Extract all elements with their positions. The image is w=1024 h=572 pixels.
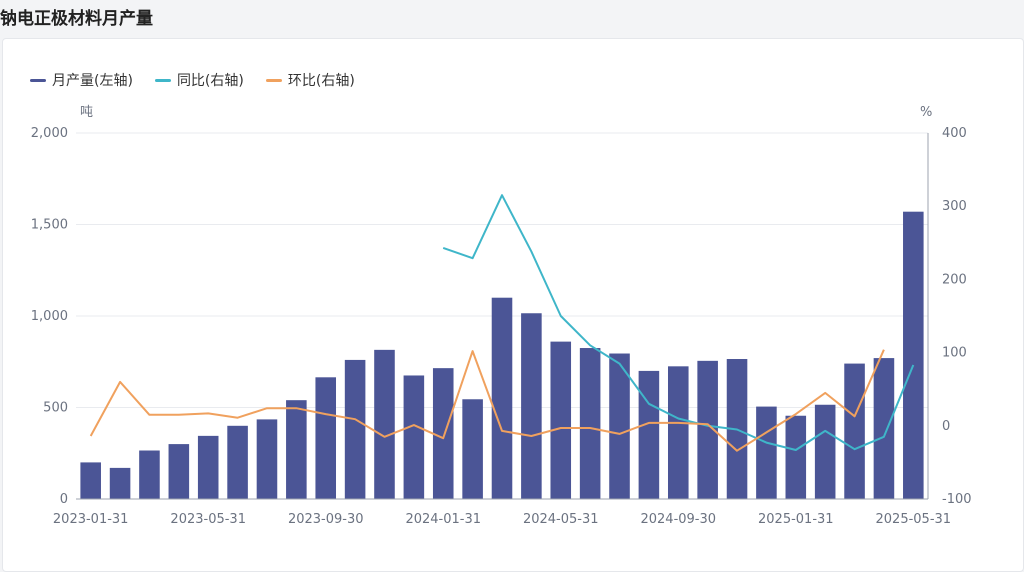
bar-production <box>374 349 395 499</box>
legend-item-production[interactable]: 月产量(左轴) <box>30 70 133 90</box>
x-tick-label: 2025-05-31 <box>876 512 952 527</box>
bar-production <box>109 467 131 499</box>
bar-production <box>609 353 630 499</box>
axes: 0 500 1,000 1,500 2,000 -100 0 100 200 300 400 吨 % 20… <box>31 105 972 527</box>
bar-production <box>432 368 454 499</box>
bar-production <box>814 404 836 499</box>
bar-production <box>844 363 865 499</box>
bar-production <box>697 360 718 499</box>
bar-production <box>256 419 278 499</box>
bar-production <box>579 348 601 499</box>
bar-production <box>903 211 924 499</box>
bar-production <box>785 415 807 499</box>
legend-swatch-mom <box>265 78 282 82</box>
bar-production <box>491 297 513 499</box>
line-yoy <box>442 194 915 451</box>
page-title: 钠电正极材料月产量 <box>0 9 153 29</box>
x-tick-label: 2025-01-31 <box>758 512 834 527</box>
x-tick-label: 2024-01-31 <box>405 512 481 527</box>
bar-production <box>521 313 542 499</box>
y-left-unit-label: 吨 <box>80 105 93 120</box>
legend-label-yoy: 同比(右轴) <box>176 73 244 89</box>
x-tick-label: 2024-05-31 <box>523 512 599 527</box>
bar-series <box>80 211 924 499</box>
y-left-tick-label: 0 <box>60 492 68 507</box>
x-tick-label: 2023-01-31 <box>53 512 129 527</box>
x-tick-label: 2023-05-31 <box>170 512 246 527</box>
y-right-tick-label: 400 <box>942 126 967 141</box>
bar-production <box>873 358 895 499</box>
x-tick-label: 2024-09-30 <box>640 512 716 527</box>
legend-swatch-yoy <box>154 78 171 82</box>
legend-item-yoy[interactable]: 同比(右轴) <box>154 70 244 90</box>
legend-label-mom: 环比(右轴) <box>287 73 355 89</box>
legend-item-mom[interactable]: 环比(右轴) <box>265 70 355 90</box>
bar-production <box>286 400 307 499</box>
y-right-tick-label: -100 <box>942 492 972 507</box>
bar-production <box>315 377 337 499</box>
bar-production <box>403 375 425 499</box>
bar-production <box>667 366 689 499</box>
chart-legend[interactable]: 月产量(左轴) 同比(右轴) 环比(右轴) <box>30 70 355 90</box>
legend-label-production: 月产量(左轴) <box>52 73 133 89</box>
y-right-tick-label: 300 <box>942 199 967 214</box>
y-right-tick-label: 100 <box>942 346 967 361</box>
bar-production <box>550 341 572 499</box>
bar-production <box>638 370 660 499</box>
y-right-tick-label: 0 <box>942 419 950 434</box>
bar-production <box>168 444 190 499</box>
bar-production <box>139 450 160 499</box>
bar-production <box>197 435 219 499</box>
bar-production <box>756 406 777 499</box>
y-left-tick-label: 1,000 <box>31 309 68 324</box>
y-left-tick-label: 1,500 <box>31 218 68 233</box>
bar-production <box>80 462 101 499</box>
y-left-tick-label: 500 <box>43 401 68 416</box>
bar-production <box>227 425 248 499</box>
y-left-tick-label: 2,000 <box>31 126 68 141</box>
line-series <box>89 194 915 452</box>
bar-production <box>462 399 483 499</box>
x-tick-label: 2023-09-30 <box>288 512 364 527</box>
bar-production <box>344 359 366 499</box>
y-right-tick-label: 200 <box>942 272 967 287</box>
legend-swatch-production <box>30 78 46 82</box>
line-mom <box>89 349 885 452</box>
y-right-unit-label: % <box>920 105 932 120</box>
